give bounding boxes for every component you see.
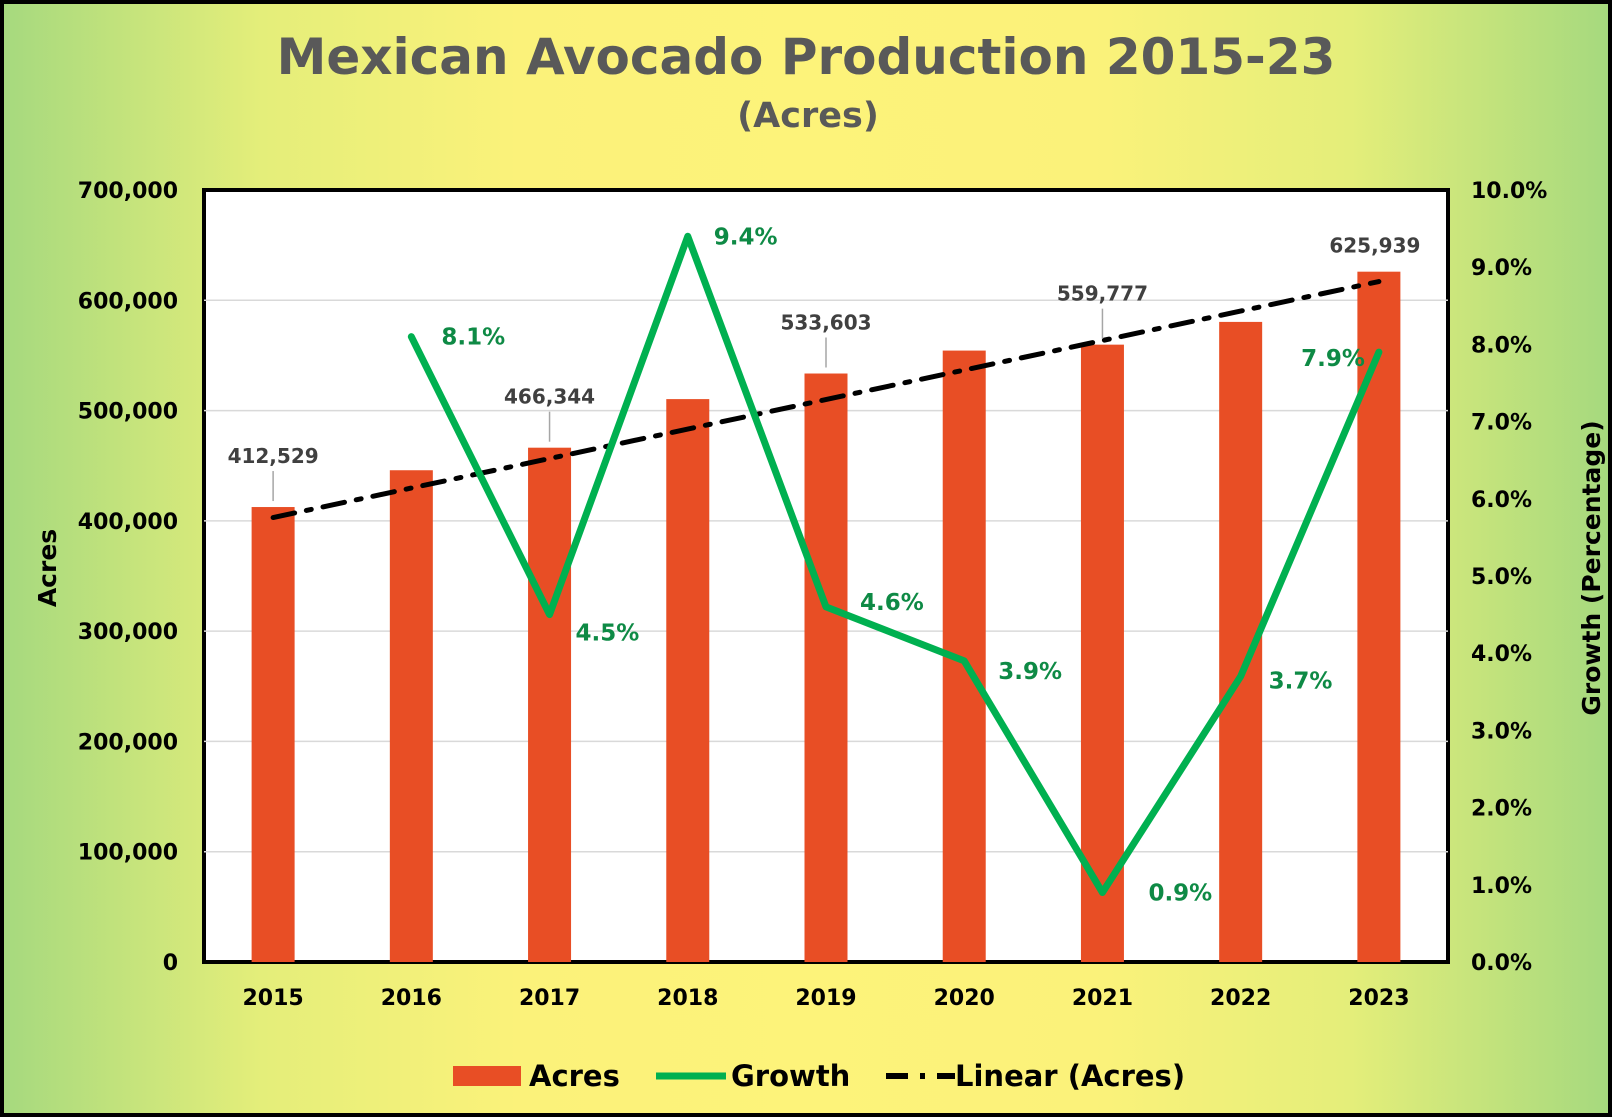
y2-tick-label: 9.0% (1471, 256, 1532, 281)
y2-tick-label: 1.0% (1471, 874, 1532, 899)
growth-data-label: 8.1% (441, 325, 505, 351)
growth-data-label: 7.9% (1301, 346, 1365, 372)
growth-data-label: 3.7% (1269, 668, 1333, 694)
y2-tick-label: 10.0% (1471, 179, 1547, 204)
y2-tick-label: 4.0% (1471, 642, 1532, 667)
chart-subtitle: (Acres) (737, 96, 879, 136)
y-tick-label: 400,000 (78, 510, 178, 535)
bar-2023 (1357, 271, 1401, 962)
x-tick-label: 2018 (657, 986, 718, 1011)
growth-line (407, 232, 1383, 897)
growth-data-label: 9.4% (714, 224, 778, 250)
x-tick-label: 2021 (1072, 986, 1133, 1011)
x-tick-label: 2020 (934, 986, 995, 1011)
x-tick-label: 2022 (1210, 986, 1271, 1011)
bar-data-label: 559,777 (1057, 282, 1148, 306)
bar-data-label: 625,939 (1329, 234, 1420, 258)
y-axis-title: Acres (33, 529, 62, 607)
y2-tick-label: 8.0% (1471, 333, 1532, 358)
y2-tick-label: 3.0% (1471, 719, 1532, 744)
trendline (270, 279, 1382, 521)
legend-swatch-acres (453, 1066, 521, 1086)
growth-data-label: 0.9% (1148, 881, 1212, 907)
x-tick-label: 2015 (242, 986, 303, 1011)
growth-data-label: 4.5% (576, 621, 640, 647)
legend-label-linear: Linear (Acres) (955, 1059, 1185, 1093)
bar-2019 (804, 373, 848, 963)
linear-trendline (270, 279, 1382, 521)
bar-2018 (666, 399, 710, 963)
growth-line-path (407, 232, 1383, 897)
bar-data-label: 533,603 (780, 311, 871, 335)
bar-2016 (389, 470, 433, 962)
legend: Acres Growth Linear (Acres) (453, 1059, 1185, 1093)
bar-2017 (528, 447, 572, 962)
y2-tick-label: 6.0% (1471, 488, 1532, 513)
chart-title: Mexican Avocado Production 2015-23 (277, 28, 1336, 86)
y2-axis-title: Growth (Percentage) (1577, 420, 1606, 715)
y2-tick-label: 0.0% (1471, 951, 1532, 976)
x-tick-label: 2023 (1348, 986, 1409, 1011)
y-tick-label: 0 (163, 951, 178, 976)
y-tick-label: 700,000 (78, 179, 178, 204)
y-tick-label: 600,000 (78, 289, 178, 314)
y2-tick-label: 2.0% (1471, 797, 1532, 822)
x-tick-label: 2017 (519, 986, 580, 1011)
growth-data-label: 4.6% (860, 590, 924, 616)
y-tick-label: 100,000 (78, 841, 178, 866)
bar-data-label: 412,529 (228, 444, 319, 468)
x-tick-label: 2016 (381, 986, 442, 1011)
y-tick-label: 200,000 (78, 730, 178, 755)
axes: 0 100,000 200,000 300,000 400,000 500,000 600,… (78, 179, 1548, 1011)
y-tick-label: 300,000 (78, 620, 178, 645)
bar-data-label: 466,344 (504, 385, 595, 409)
data-labels: 412,529 466,344 533,603 559,777 625,939 8.1% 4… (228, 224, 1421, 906)
legend-label-acres: Acres (529, 1059, 620, 1093)
x-tick-label: 2019 (795, 986, 856, 1011)
bar-2015 (251, 507, 295, 962)
y2-tick-label: 5.0% (1471, 565, 1532, 590)
bar-2021 (1080, 344, 1124, 962)
y-tick-label: 500,000 (78, 400, 178, 425)
growth-data-label: 3.9% (998, 659, 1062, 685)
legend-label-growth: Growth (731, 1059, 850, 1093)
y2-tick-label: 7.0% (1471, 411, 1532, 436)
